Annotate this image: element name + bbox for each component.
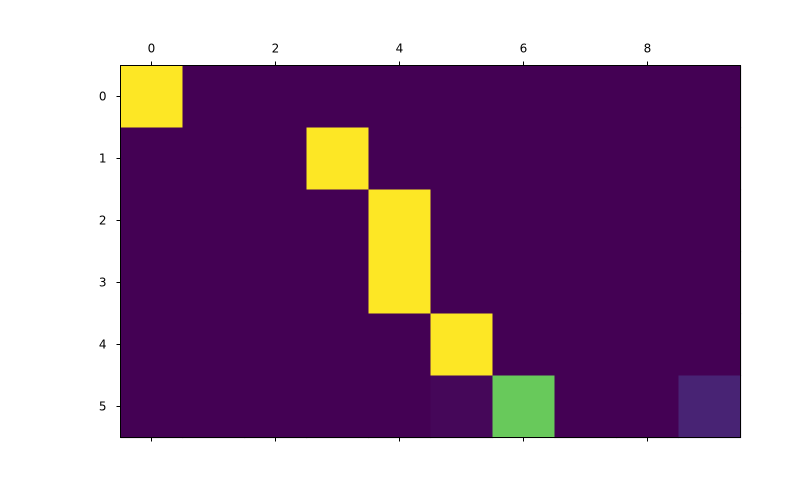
x-tick-label-4: 4: [396, 42, 404, 56]
heatmap-cell-r3-c7: [554, 251, 618, 315]
heatmap-cell-r0-c3: [306, 65, 370, 129]
heatmap-cell-r1-c8: [616, 127, 680, 191]
heatmap-cell-r1-c0: [120, 127, 184, 191]
heatmap-cell-r4-c9: [678, 313, 742, 377]
heatmap-cell-r5-c6: [492, 375, 556, 439]
heatmap-cell-r4-c5: [430, 313, 494, 377]
heatmap-cell-r1-c1: [182, 127, 246, 191]
x-axis-ticks: 0 2 4 6 8: [148, 42, 652, 442]
heatmap-cell-r5-c0: [120, 375, 184, 439]
heatmap-cell-r1-c2: [244, 127, 308, 191]
y-tick-label-1: 1: [99, 152, 107, 166]
heatmap-cell-r5-c3: [306, 375, 370, 439]
y-tick-label-0: 0: [99, 90, 107, 104]
heatmap-cell-r0-c9: [678, 65, 742, 129]
heatmap-cell-r2-c4: [368, 189, 432, 253]
heatmap-cell-r5-c5: [430, 375, 494, 439]
y-axis-ticks: 0 1 2 3 4 5: [99, 90, 121, 414]
heatmap-cell-r2-c2: [244, 189, 308, 253]
x-tick-label-2: 2: [272, 42, 280, 56]
heatmap-cell-r0-c8: [616, 65, 680, 129]
heatmap-cell-r4-c2: [244, 313, 308, 377]
heatmap-cell-r5-c7: [554, 375, 618, 439]
heatmap-cell-r0-c1: [182, 65, 246, 129]
heatmap-cell-r0-c7: [554, 65, 618, 129]
heatmap-cell-r4-c3: [306, 313, 370, 377]
heatmap-cell-r2-c7: [554, 189, 618, 253]
heatmap-cell-r3-c6: [492, 251, 556, 315]
y-tick-label-3: 3: [99, 276, 107, 290]
heatmap-cell-r2-c6: [492, 189, 556, 253]
heatmap-cell-r3-c0: [120, 251, 184, 315]
heatmap-cell-r3-c4: [368, 251, 432, 315]
heatmap-cell-r1-c7: [554, 127, 618, 191]
heatmap-cell-r2-c9: [678, 189, 742, 253]
heatmap-cell-r0-c5: [430, 65, 494, 129]
heatmap-cell-r2-c1: [182, 189, 246, 253]
heatmap-cell-r5-c8: [616, 375, 680, 439]
heatmap-cell-r3-c9: [678, 251, 742, 315]
heatmap-cell-r1-c5: [430, 127, 494, 191]
heatmap-cell-r2-c3: [306, 189, 370, 253]
heatmap-cell-r1-c3: [306, 127, 370, 191]
heatmap-cell-r4-c1: [182, 313, 246, 377]
x-tick-label-0: 0: [148, 42, 156, 56]
heatmap-cell-r4-c8: [616, 313, 680, 377]
plot-frame: [120, 65, 741, 438]
heatmap-cell-r1-c9: [678, 127, 742, 191]
heatmap-cell-r4-c6: [492, 313, 556, 377]
heatmap-cell-r0-c0: [120, 65, 184, 129]
heatmap-cell-r3-c8: [616, 251, 680, 315]
y-tick-label-2: 2: [99, 214, 107, 228]
x-tick-label-8: 8: [644, 42, 652, 56]
heatmap-cell-r3-c3: [306, 251, 370, 315]
heatmap-cell-r2-c0: [120, 189, 184, 253]
heatmap-cells: [120, 65, 742, 439]
heatmap-cell-r0-c2: [244, 65, 308, 129]
heatmap-cell-r3-c2: [244, 251, 308, 315]
heatmap-cell-r5-c2: [244, 375, 308, 439]
x-tick-label-6: 6: [520, 42, 528, 56]
heatmap-cell-r4-c4: [368, 313, 432, 377]
heatmap-cell-r2-c8: [616, 189, 680, 253]
heatmap-cell-r5-c1: [182, 375, 246, 439]
y-tick-label-4: 4: [99, 338, 107, 352]
y-tick-label-5: 5: [99, 400, 107, 414]
heatmap-cell-r0-c4: [368, 65, 432, 129]
heatmap-cell-r3-c5: [430, 251, 494, 315]
heatmap-cell-r5-c9: [678, 375, 742, 439]
heatmap-cell-r0-c6: [492, 65, 556, 129]
heatmap-cell-r5-c4: [368, 375, 432, 439]
heatmap-cell-r1-c6: [492, 127, 556, 191]
heatmap-cell-r2-c5: [430, 189, 494, 253]
heatmap-cell-r4-c0: [120, 313, 184, 377]
heatmap-cell-r1-c4: [368, 127, 432, 191]
heatmap-cell-r3-c1: [182, 251, 246, 315]
heatmap-cell-r4-c7: [554, 313, 618, 377]
